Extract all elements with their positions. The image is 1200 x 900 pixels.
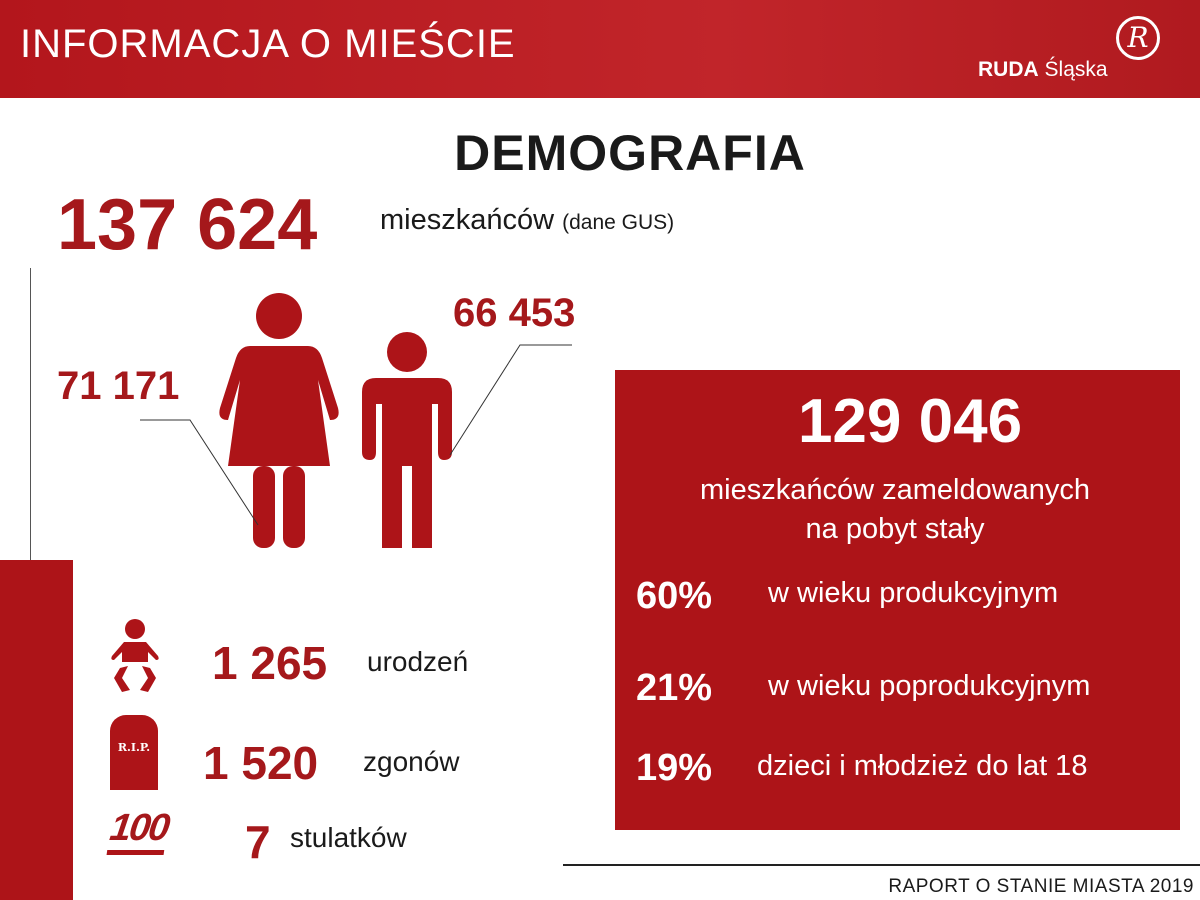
divider-line bbox=[30, 268, 31, 560]
population-label: mieszkańców (dane GUS) bbox=[380, 204, 674, 237]
tombstone-icon: R.I.P. bbox=[110, 715, 158, 790]
deaths-count: 1 520 bbox=[203, 737, 319, 789]
births-count: 1 265 bbox=[212, 637, 328, 689]
deaths-label: zgonów bbox=[363, 746, 460, 777]
total-population: 137 624 bbox=[57, 185, 318, 265]
registered-label-2: na pobyt stały bbox=[805, 513, 985, 545]
men-count: 66 453 bbox=[453, 291, 576, 335]
residents-label: mieszkańców bbox=[380, 204, 555, 236]
post-working-age-label: w wieku poprodukcyjnym bbox=[768, 670, 1091, 702]
working-age-percent: 60% bbox=[636, 575, 713, 617]
centenarians-label: stulatków bbox=[290, 822, 407, 853]
decorative-bar bbox=[0, 560, 73, 900]
registered-residents-panel: 129 046 mieszkańców zameldowanych na pob… bbox=[615, 370, 1180, 830]
youth-percent: 19% bbox=[636, 747, 713, 789]
page-header-title: INFORMACJA O MIEŚCIE bbox=[20, 22, 516, 66]
working-age-label: w wieku produkcyjnym bbox=[768, 577, 1059, 609]
city-logo-text: RUDA Śląska bbox=[978, 58, 1108, 82]
hundred-icon: 100 bbox=[106, 806, 171, 855]
footer-line bbox=[563, 864, 1200, 866]
women-count: 71 171 bbox=[57, 364, 180, 408]
footer-report-label: RAPORT O STANIE MIASTA 2019 bbox=[888, 876, 1194, 897]
source-label: (dane GUS) bbox=[562, 211, 675, 234]
header-bar bbox=[0, 0, 1200, 98]
post-working-age-percent: 21% bbox=[636, 667, 713, 709]
births-label: urodzeń bbox=[367, 646, 469, 677]
section-heading: DEMOGRAFIA bbox=[454, 125, 806, 181]
man-icon bbox=[362, 332, 452, 548]
youth-label: dzieci i młodzież do lat 18 bbox=[757, 750, 1088, 782]
logo-rest: Śląska bbox=[1044, 58, 1108, 81]
logo-bold: RUDA bbox=[978, 58, 1039, 81]
men-pointer-line bbox=[449, 344, 572, 456]
registered-label-1: mieszkańców zameldowanych bbox=[699, 474, 1091, 506]
centenarians-count: 7 bbox=[245, 816, 271, 868]
gender-figures bbox=[140, 293, 572, 548]
baby-icon bbox=[111, 619, 159, 692]
city-logo-icon: R bbox=[1116, 16, 1160, 60]
women-pointer-line bbox=[140, 419, 259, 526]
registered-count: 129 046 bbox=[797, 387, 1023, 456]
woman-icon bbox=[219, 293, 339, 548]
